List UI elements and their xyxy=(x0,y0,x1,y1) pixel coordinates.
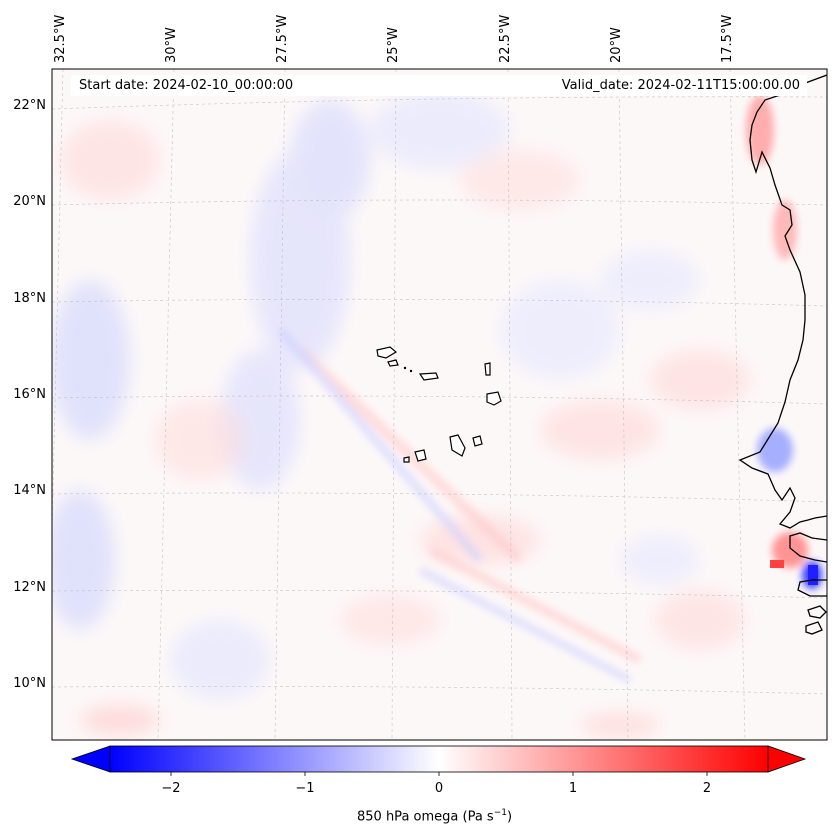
colorbar-tick: 0 xyxy=(434,781,444,796)
start-date-text: Start date: 2024-02-10_00:00:00 xyxy=(79,78,294,93)
header-band xyxy=(71,75,807,96)
map-frame xyxy=(51,68,828,741)
lat-label-20n: 20°N xyxy=(13,194,46,209)
omega-field xyxy=(52,69,827,740)
african-coastline xyxy=(738,74,827,635)
colorbar-body xyxy=(109,745,769,773)
colorbar-label: 850 hPa omega (Pa s−1) xyxy=(357,808,513,825)
cape-verde-islands xyxy=(376,346,502,463)
lat-label-18n: 18°N xyxy=(13,291,46,306)
lat-label-12n: 12°N xyxy=(13,580,46,595)
lat-label-10n: 10°N xyxy=(13,676,46,691)
lat-label-22n: 22°N xyxy=(13,98,46,113)
colorbar-tick: −2 xyxy=(161,781,181,796)
colorbar-tick: 2 xyxy=(702,781,712,796)
graticule xyxy=(52,69,827,740)
colorbar xyxy=(70,745,807,776)
lat-label-14n: 14°N xyxy=(13,483,46,498)
colorbar-extend-min xyxy=(70,745,111,773)
lat-label-16n: 16°N xyxy=(13,387,46,402)
colorbar-tick: 1 xyxy=(568,781,578,796)
colorbar-extend-max xyxy=(767,745,807,773)
valid-date-text: Valid_date: 2024-02-11T15:00:00.00 xyxy=(561,78,800,93)
colorbar-tick: −1 xyxy=(295,781,315,796)
